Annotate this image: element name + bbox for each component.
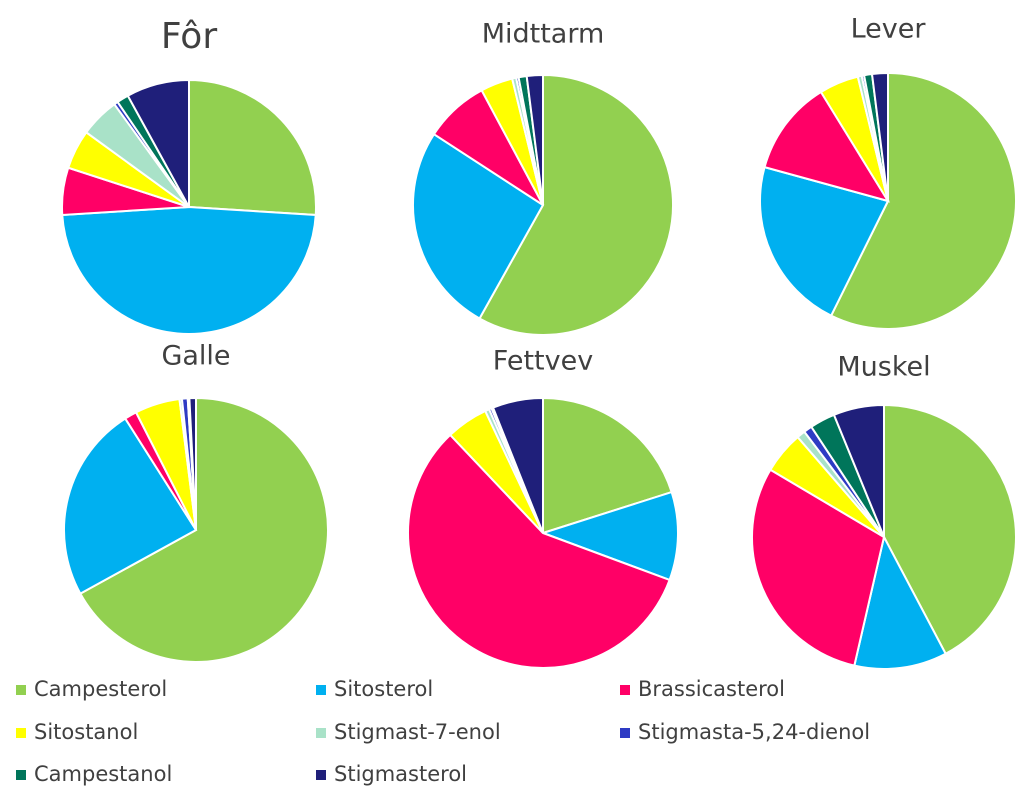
pie-slice xyxy=(829,71,1017,330)
legend-label: Brassicasterol xyxy=(638,677,785,701)
pie-slice xyxy=(78,396,329,663)
legend-swatch xyxy=(16,770,26,780)
legend-label: Stigmasterol xyxy=(334,762,467,786)
pie-title: Lever xyxy=(851,14,927,45)
legend-swatch xyxy=(316,728,326,738)
pie-slice xyxy=(491,396,544,534)
pie-slice xyxy=(751,468,886,667)
pie-slice xyxy=(407,433,671,669)
legend-label: Sitosterol xyxy=(334,677,433,701)
pie-slice xyxy=(759,165,890,318)
pie-slice xyxy=(883,403,1017,656)
legend-swatch xyxy=(16,728,26,738)
pie-slice xyxy=(832,403,885,538)
pie-title: Galle xyxy=(161,341,230,372)
pie-title: Midttarm xyxy=(482,19,605,50)
legend-label: Campestanol xyxy=(34,762,172,786)
pie-title: Fôr xyxy=(161,16,217,57)
pie-slice xyxy=(870,71,889,202)
pie-slice xyxy=(126,78,190,208)
pie-slice xyxy=(478,73,674,336)
pie-slice xyxy=(542,396,673,535)
legend-swatch xyxy=(316,685,326,695)
pie-title: Fettvev xyxy=(493,346,593,377)
legend-label: Sitostanol xyxy=(34,720,138,744)
legend-label: Stigmasta-5,24-dienol xyxy=(638,720,870,744)
pie-slice xyxy=(63,417,198,595)
pie-slice xyxy=(412,132,545,320)
legend-swatch xyxy=(620,728,630,738)
legend-label: Stigmast-7-enol xyxy=(334,720,501,744)
legend-swatch xyxy=(16,685,26,695)
pie-slice xyxy=(539,490,679,582)
legend-label: Campesterol xyxy=(34,677,167,701)
pie-slice xyxy=(188,78,317,217)
pie-slice xyxy=(763,90,891,203)
legend-swatch xyxy=(316,770,326,780)
pie-slice xyxy=(525,73,544,206)
pie-slice xyxy=(61,205,317,335)
legend-swatch xyxy=(620,685,630,695)
pie-title: Muskel xyxy=(837,352,930,383)
pie-slice xyxy=(188,396,197,531)
